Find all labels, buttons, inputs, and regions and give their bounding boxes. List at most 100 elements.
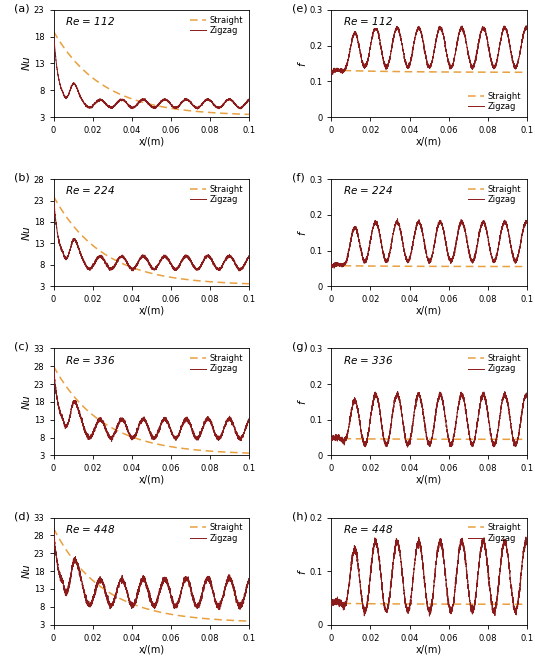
Y-axis label: $f$: $f$ — [296, 229, 308, 236]
Zigzag — [499, 225, 505, 233]
Line: Zigzag: Zigzag — [331, 391, 527, 447]
Straight — [328, 66, 334, 74]
Zigzag — [411, 36, 418, 44]
Zigzag — [221, 422, 227, 430]
Y-axis label: $Nu$: $Nu$ — [20, 394, 32, 410]
X-axis label: x/(m): x/(m) — [416, 644, 442, 654]
Straight — [50, 192, 57, 200]
Line: Straight: Straight — [331, 603, 527, 604]
Text: (b): (b) — [14, 173, 30, 182]
Straight — [221, 109, 227, 117]
Zigzag — [73, 399, 79, 407]
Text: $Re$ = 112: $Re$ = 112 — [343, 15, 393, 27]
Zigzag — [350, 225, 357, 233]
Straight — [242, 449, 248, 457]
Straight — [411, 68, 418, 76]
Line: Zigzag: Zigzag — [331, 26, 527, 74]
Zigzag — [394, 387, 401, 395]
Text: $Re$ = 224: $Re$ = 224 — [343, 184, 393, 196]
Straight — [134, 97, 140, 104]
Zigzag — [350, 399, 357, 407]
Zigzag — [221, 592, 227, 600]
Straight — [350, 262, 357, 270]
Line: Zigzag: Zigzag — [331, 537, 527, 616]
Straight — [221, 616, 227, 624]
Zigzag — [50, 193, 57, 201]
Zigzag — [246, 578, 252, 586]
Straight — [125, 94, 132, 102]
Straight — [73, 225, 79, 233]
Legend: Straight, Zigzag: Straight, Zigzag — [188, 352, 245, 375]
Legend: Straight, Zigzag: Straight, Zigzag — [188, 522, 245, 544]
Zigzag — [84, 601, 90, 609]
X-axis label: x/(m): x/(m) — [416, 305, 442, 316]
Straight — [84, 237, 90, 245]
Zigzag — [404, 443, 411, 451]
Straight — [84, 572, 90, 580]
Straight — [411, 262, 418, 270]
Straight — [134, 435, 140, 443]
Straight — [350, 67, 357, 75]
Zigzag — [362, 608, 369, 616]
Y-axis label: $f$: $f$ — [296, 60, 308, 67]
Straight — [350, 600, 357, 607]
Line: Zigzag: Zigzag — [54, 527, 249, 609]
Zigzag — [73, 82, 79, 90]
Straight — [499, 68, 505, 76]
Straight — [50, 524, 57, 532]
Zigzag — [524, 389, 530, 397]
Zigzag — [125, 261, 132, 269]
Zigzag — [499, 397, 505, 405]
Line: Zigzag: Zigzag — [54, 197, 249, 271]
Straight — [499, 436, 505, 444]
Line: Straight: Straight — [54, 31, 249, 114]
Zigzag — [328, 436, 334, 444]
Zigzag — [520, 555, 526, 563]
Straight — [242, 280, 248, 288]
Zigzag — [328, 67, 334, 75]
Zigzag — [125, 428, 132, 436]
Zigzag — [524, 219, 530, 227]
Straight — [362, 435, 369, 443]
Zigzag — [134, 427, 140, 435]
Zigzag — [524, 539, 530, 547]
Straight — [519, 600, 526, 608]
Straight — [328, 434, 334, 442]
Straight — [403, 600, 409, 608]
Straight — [411, 435, 418, 443]
Legend: Straight, Zigzag: Straight, Zigzag — [466, 91, 523, 113]
Straight — [50, 362, 57, 370]
Zigzag — [194, 105, 201, 113]
Legend: Straight, Zigzag: Straight, Zigzag — [466, 522, 523, 544]
Straight — [350, 435, 357, 443]
Zigzag — [426, 612, 433, 620]
Text: $Re$ = 448: $Re$ = 448 — [343, 523, 393, 535]
Zigzag — [523, 22, 529, 30]
Zigzag — [350, 30, 357, 38]
Straight — [73, 58, 79, 66]
Text: (c): (c) — [14, 342, 29, 352]
Zigzag — [328, 262, 334, 270]
Straight — [519, 262, 526, 270]
Straight — [499, 262, 505, 270]
Line: Straight: Straight — [331, 70, 527, 72]
Zigzag — [520, 403, 526, 410]
Zigzag — [84, 432, 90, 440]
Straight — [125, 262, 132, 270]
Line: Zigzag: Zigzag — [331, 219, 527, 268]
Straight — [499, 600, 505, 608]
Straight — [524, 436, 530, 444]
Line: Zigzag: Zigzag — [54, 364, 249, 442]
Y-axis label: $Nu$: $Nu$ — [20, 563, 32, 579]
Text: $Re$ = 448: $Re$ = 448 — [65, 523, 116, 535]
Straight — [403, 67, 409, 75]
Zigzag — [125, 101, 132, 109]
Zigzag — [362, 256, 369, 264]
Zigzag — [221, 258, 227, 266]
Straight — [221, 279, 227, 287]
Straight — [524, 68, 530, 76]
Straight — [403, 435, 409, 443]
Straight — [519, 68, 526, 76]
Zigzag — [520, 227, 526, 235]
Zigzag — [109, 438, 115, 446]
